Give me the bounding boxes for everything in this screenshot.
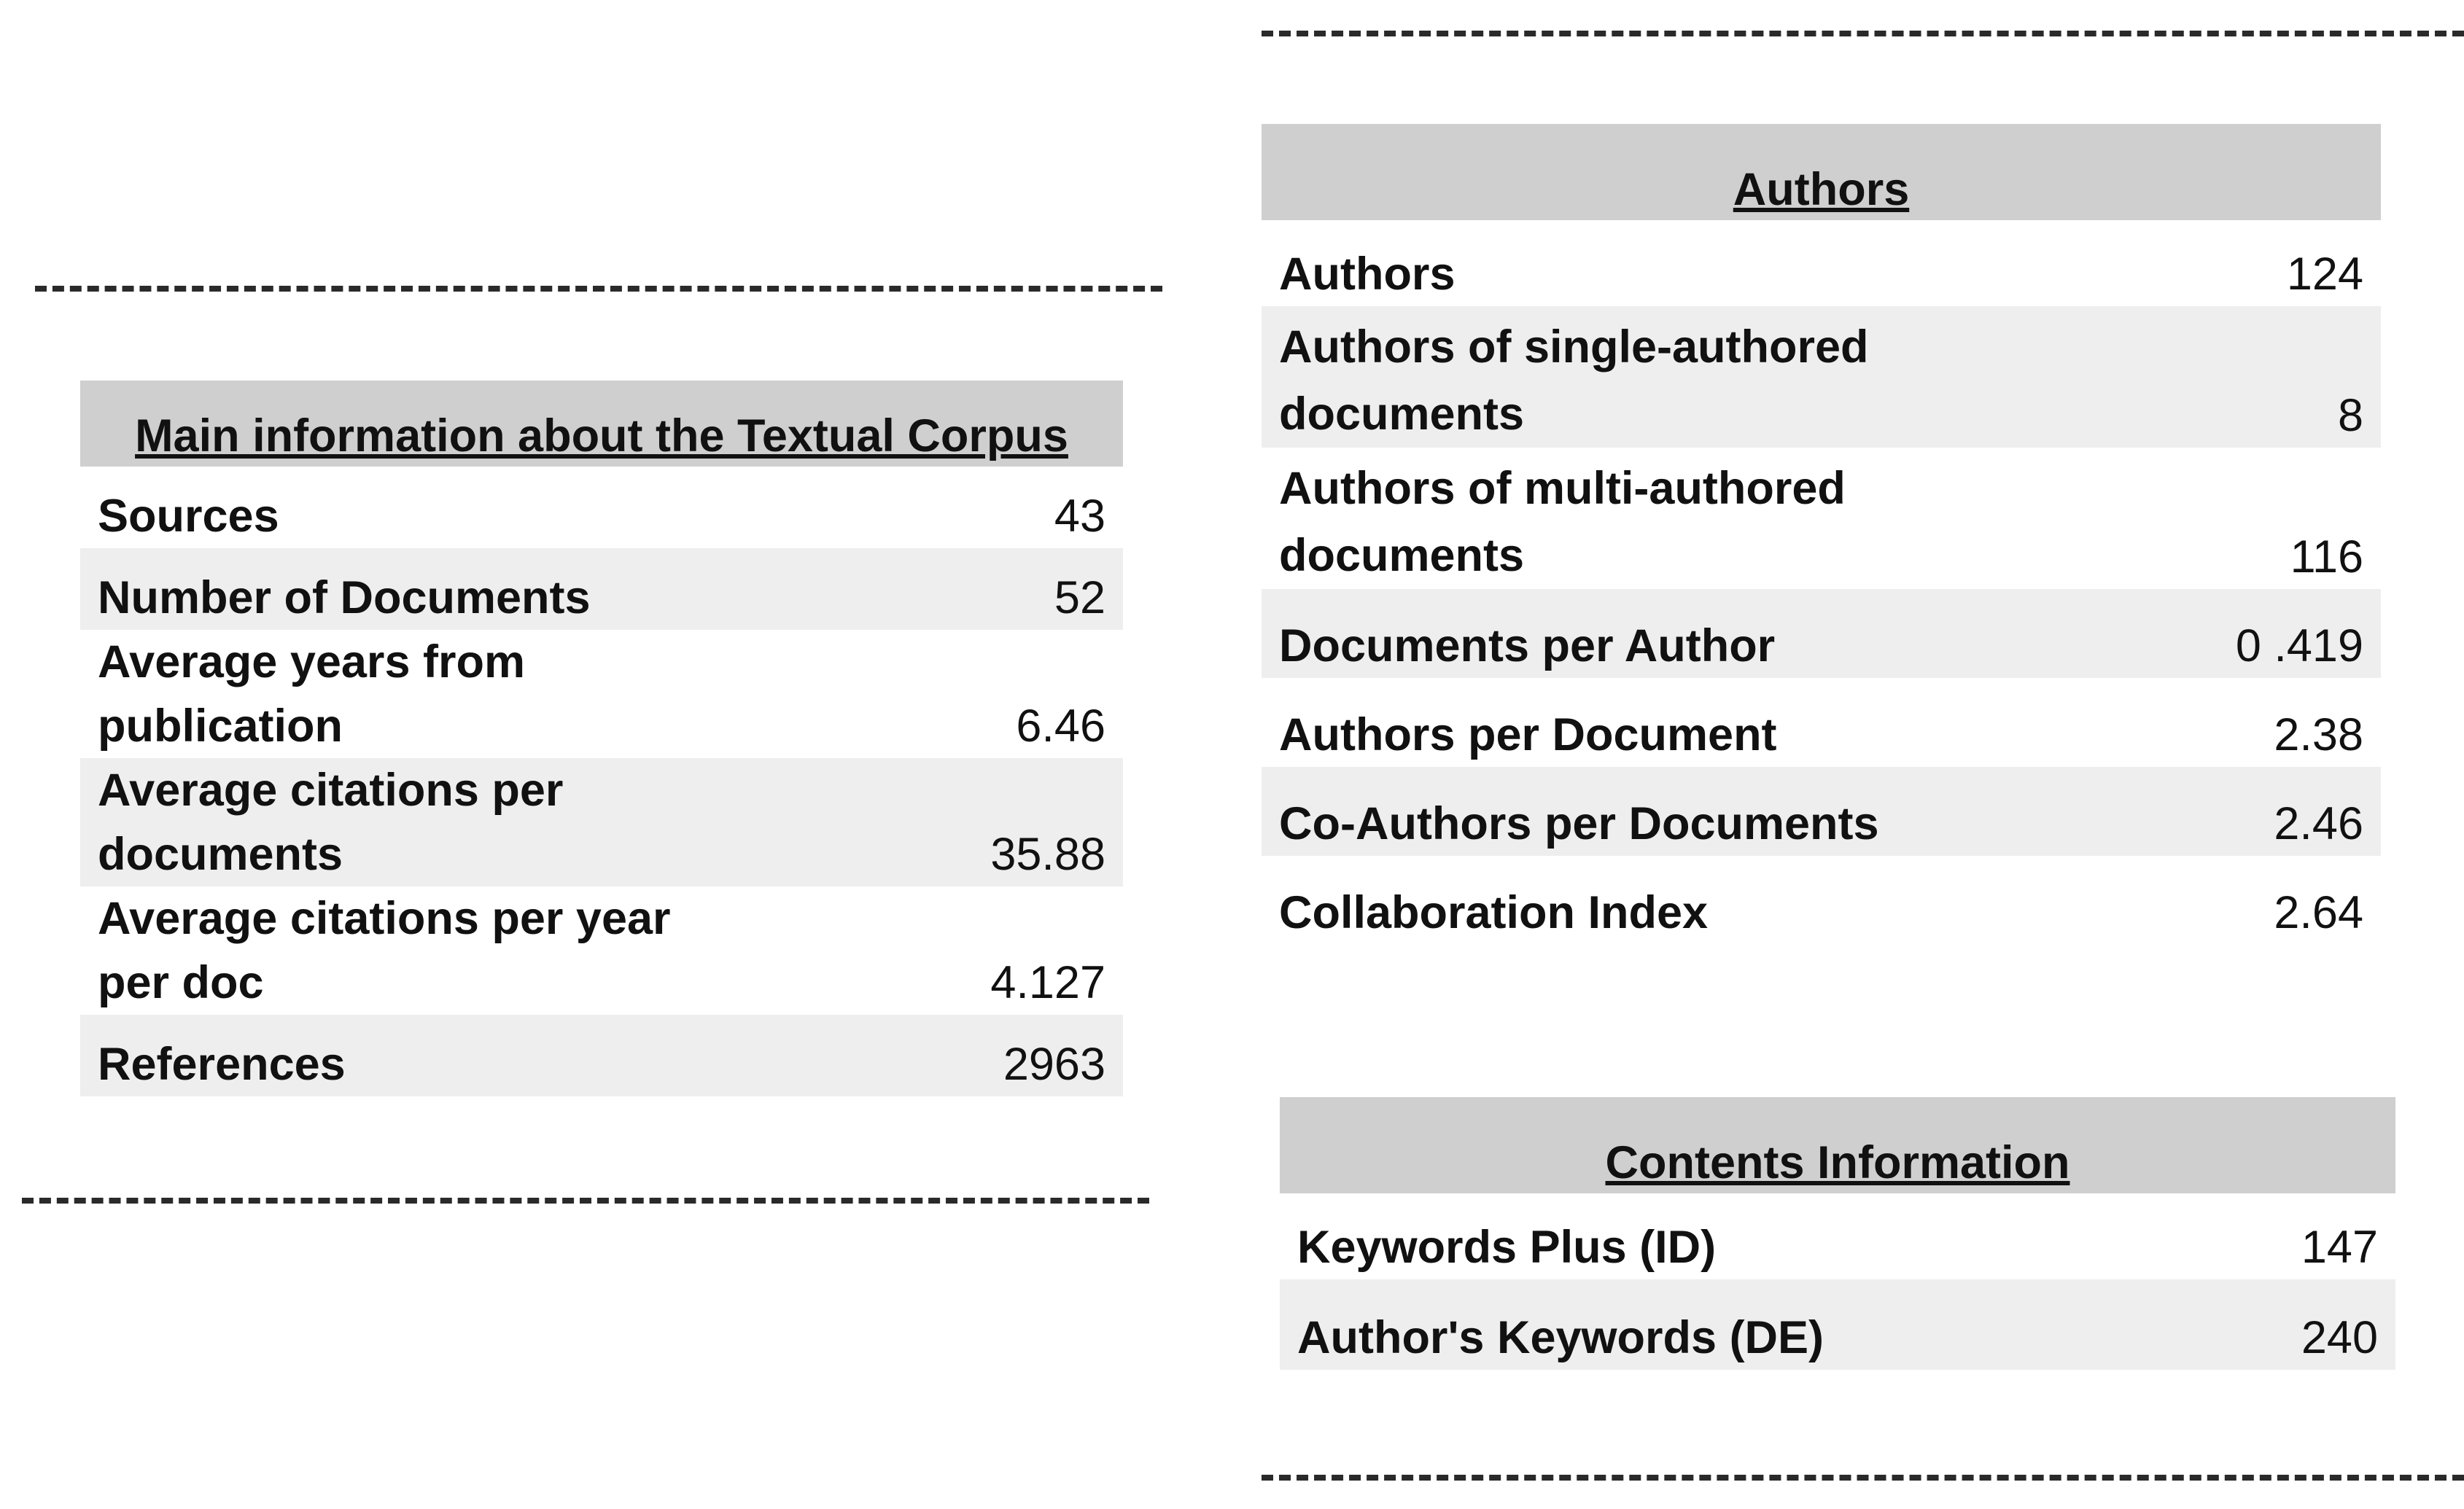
authors-title: Authors xyxy=(1262,124,2382,220)
row-label: Authors of multi-authored documents xyxy=(1262,448,2118,589)
table-row: Documents per Author 0 .419 xyxy=(1262,589,2382,678)
row-label: Author's Keywords (DE) xyxy=(1280,1279,2133,1370)
row-label-line: documents xyxy=(98,829,343,880)
main-info-title: Main information about the Textual Corpu… xyxy=(80,381,1123,467)
table-row: Keywords Plus (ID) 147 xyxy=(1280,1193,2395,1279)
row-label-line: Average years from xyxy=(98,636,525,687)
table-row: Authors per Document 2.38 xyxy=(1262,678,2381,767)
row-label: Documents per Author xyxy=(1262,589,2118,678)
divider-left-bottom xyxy=(22,1198,1149,1204)
row-label-line: Average citations per year xyxy=(98,893,671,944)
table-row: Authors of single-authored documents 8 xyxy=(1262,306,2382,448)
row-label: Collaboration Index xyxy=(1279,887,1709,938)
row-value: 116 xyxy=(2290,531,2364,582)
row-value: 240 xyxy=(2133,1279,2396,1370)
row-label: Authors xyxy=(1279,249,1456,300)
row-value: 2.38 xyxy=(2274,709,2364,760)
row-label: Authors per Document xyxy=(1279,709,1777,760)
table-row: Average citations per documents 35.88 xyxy=(80,758,1123,886)
row-label: Keywords Plus (ID) xyxy=(1297,1222,1717,1273)
row-value: 147 xyxy=(2301,1222,2379,1273)
table-row: Sources 43 xyxy=(80,467,1123,548)
row-label-line: Average citations per xyxy=(98,765,564,816)
main-info-table: Main information about the Textual Corpu… xyxy=(80,381,1123,1096)
divider-top-right xyxy=(1262,31,2464,36)
row-label-line: documents xyxy=(1279,389,1525,440)
row-value: 124 xyxy=(2286,249,2364,300)
row-value: 2.46 xyxy=(2118,767,2382,856)
contents-title: Contents Information xyxy=(1280,1097,2396,1193)
row-value: 2963 xyxy=(904,1015,1123,1096)
row-label: Co-Authors per Documents xyxy=(1262,767,2118,856)
row-value: 8 xyxy=(2118,306,2382,448)
row-label: References xyxy=(80,1015,904,1096)
row-label: Number of Documents xyxy=(80,548,904,630)
row-value: 6.46 xyxy=(1016,701,1105,752)
divider-left-top xyxy=(35,286,1162,292)
row-label: Authors of single-authored documents xyxy=(1262,306,2118,448)
table-row: Authors 124 xyxy=(1262,220,2381,306)
table-row: Average years from publication 6.46 xyxy=(80,630,1123,758)
table-row: Co-Authors per Documents 2.46 xyxy=(1262,767,2382,856)
row-label: Average citations per documents xyxy=(80,758,904,886)
row-label-line: per doc xyxy=(98,957,264,1008)
row-value: 0 .419 xyxy=(2118,589,2382,678)
row-label: Average years from publication xyxy=(80,630,904,758)
row-label: Average citations per year per doc xyxy=(80,886,904,1015)
row-value: 43 xyxy=(1054,491,1105,542)
contents-table: Contents Information Keywords Plus (ID) … xyxy=(1280,1097,2396,1370)
row-value: 2.64 xyxy=(2274,887,2364,938)
row-label-line: documents xyxy=(1279,530,1525,581)
divider-bottom-right xyxy=(1262,1475,2464,1481)
row-value: 4.127 xyxy=(990,957,1105,1008)
row-label-line: publication xyxy=(98,701,343,752)
row-label: Sources xyxy=(98,491,279,542)
table-row: Collaboration Index 2.64 xyxy=(1262,856,2381,945)
row-label-line: Authors of single-authored xyxy=(1279,321,1869,373)
authors-table: Authors Authors 124 Authors of single-au… xyxy=(1262,124,2382,945)
table-row: Author's Keywords (DE) 240 xyxy=(1280,1279,2396,1370)
table-row: Average citations per year per doc 4.127 xyxy=(80,886,1123,1015)
table-row: References 2963 xyxy=(80,1015,1123,1096)
row-value: 35.88 xyxy=(904,758,1123,886)
table-row: Number of Documents 52 xyxy=(80,548,1123,630)
table-row: Authors of multi-authored documents 116 xyxy=(1262,448,2381,589)
row-value: 52 xyxy=(904,548,1123,630)
row-label-line: Authors of multi-authored xyxy=(1279,463,1846,514)
